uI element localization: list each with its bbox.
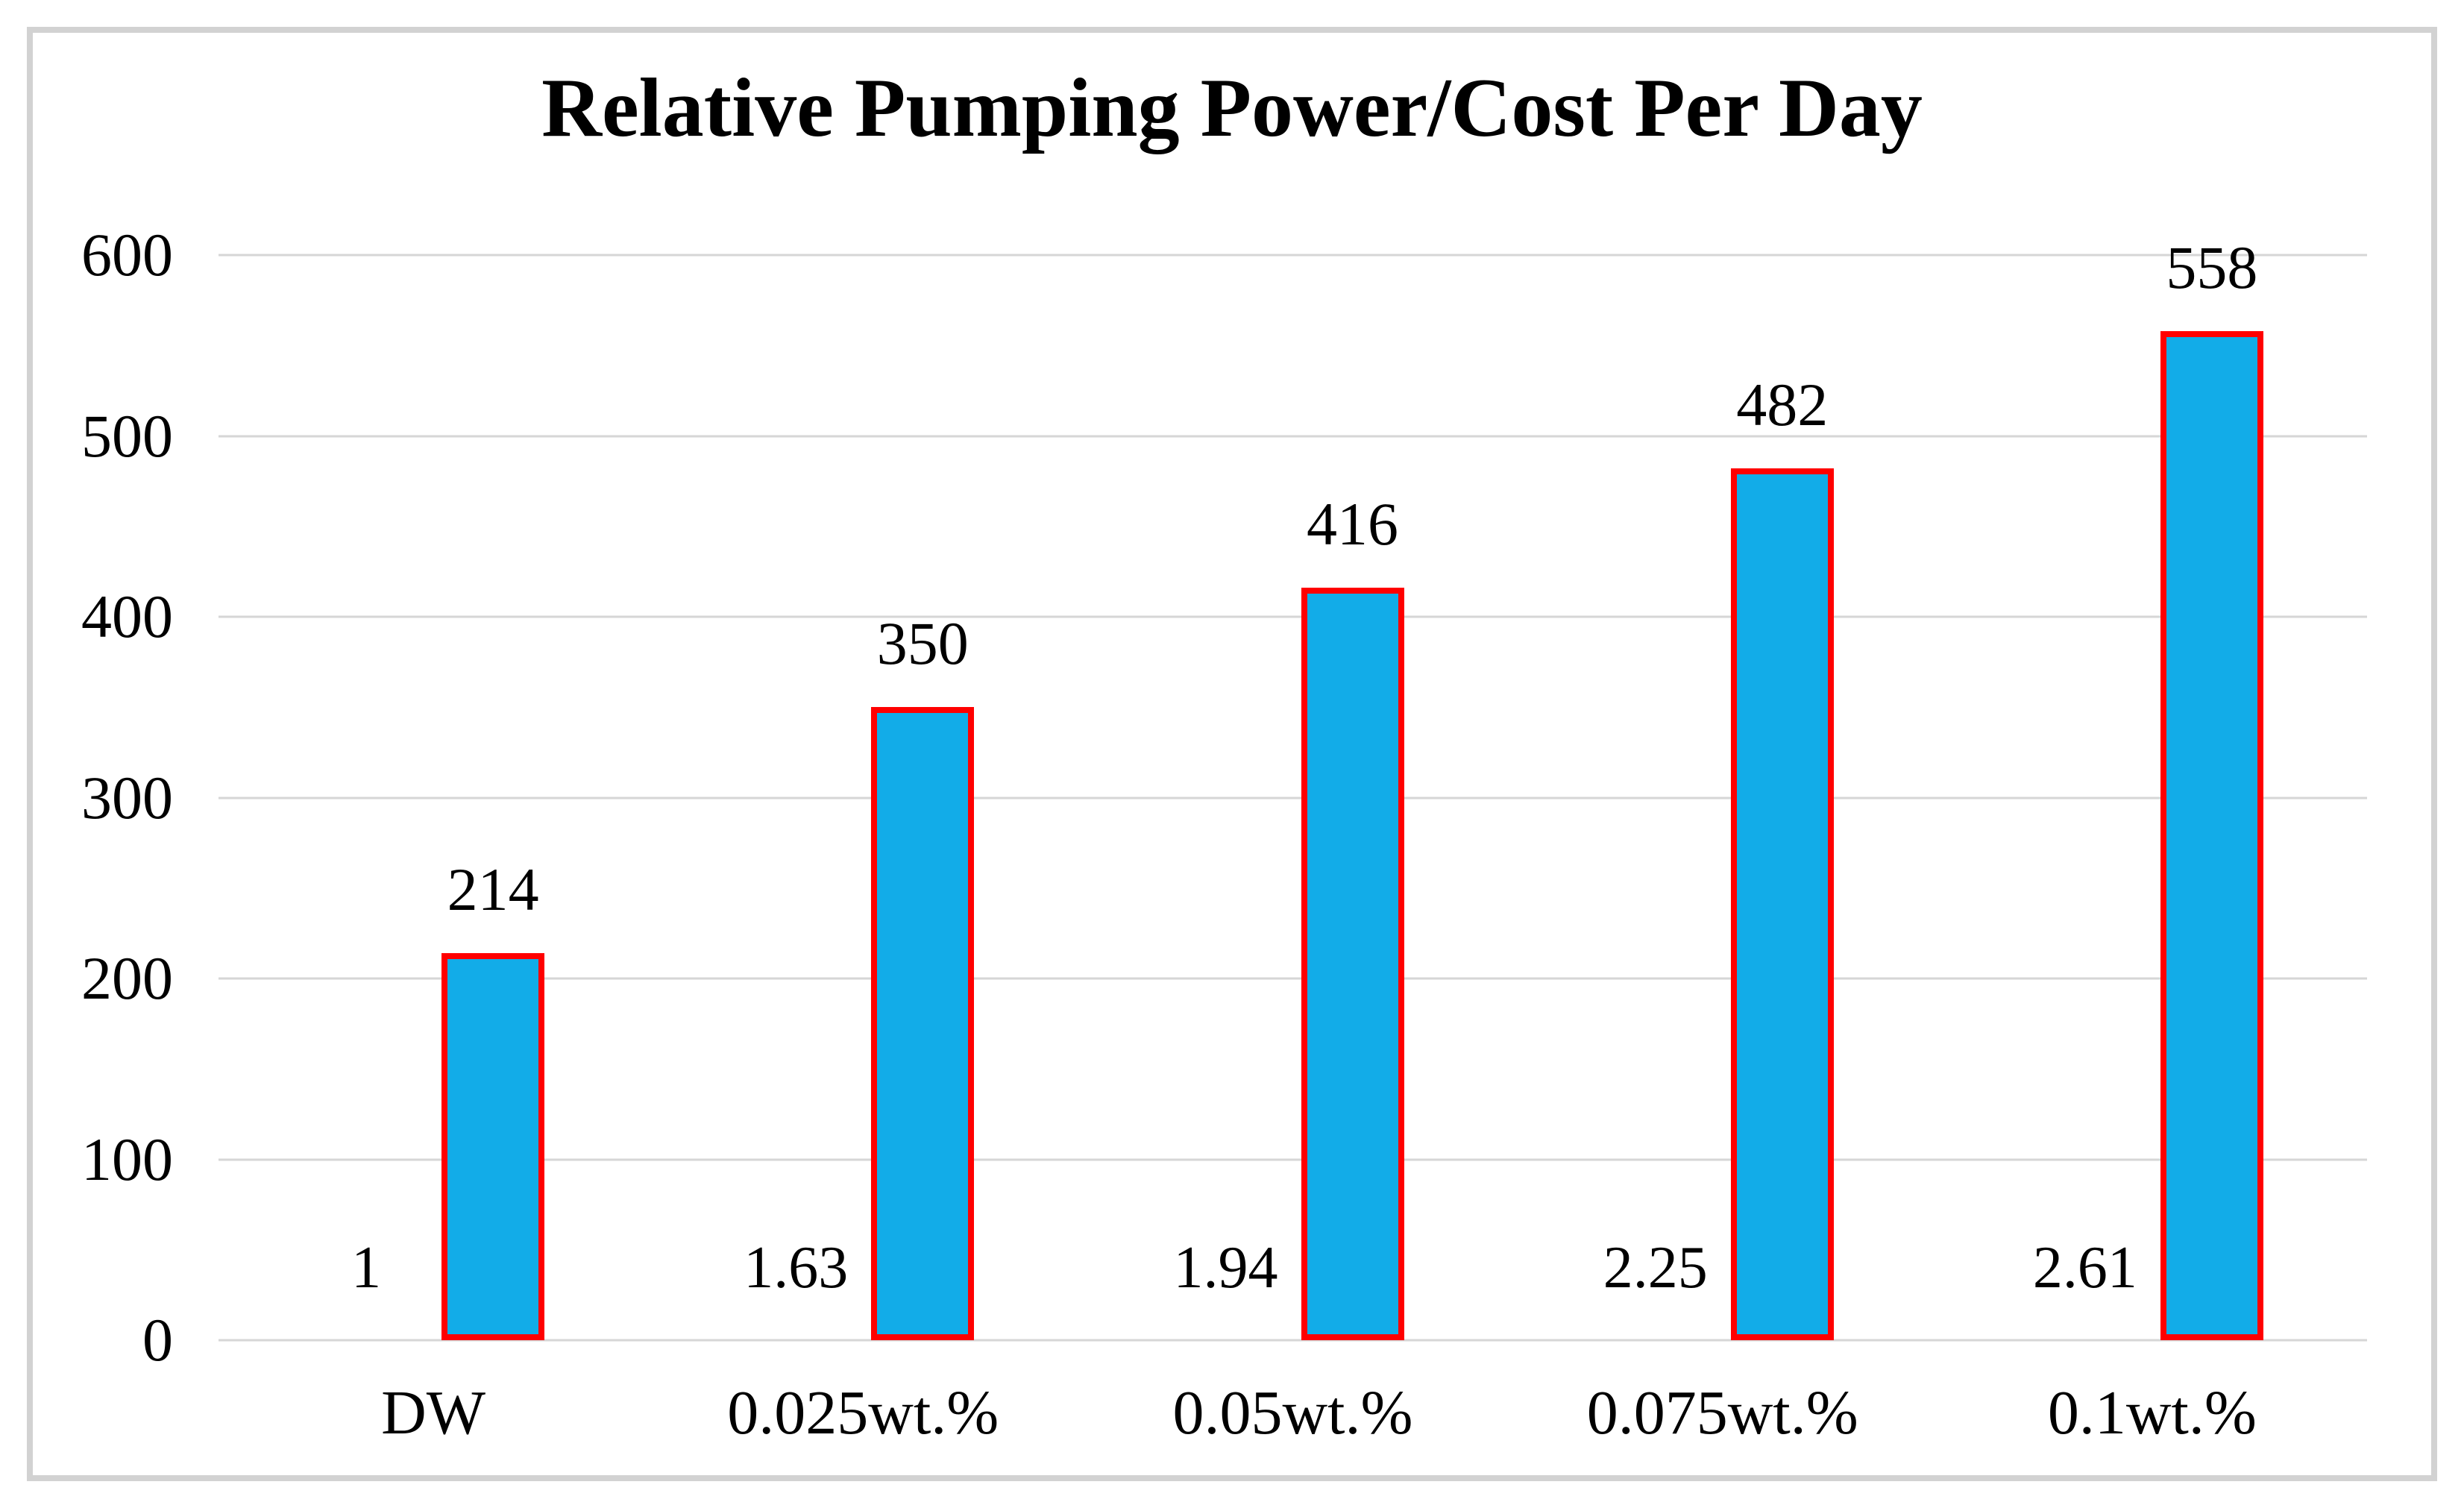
y-axis-tick-label-400: 400 [81, 582, 173, 650]
chart-title: Relative Pumping Power/Cost Per Day [541, 62, 1923, 154]
chart-outer-frame [27, 27, 2437, 1481]
bar-value-label-DW: 214 [447, 855, 539, 924]
ratio-value-label-0.05wt.%: 1.94 [1173, 1235, 1278, 1301]
x-axis-category-label-0.05wt.%: 0.05wt.% [1172, 1378, 1413, 1448]
gridline-y-200 [219, 977, 2367, 980]
plot-area: 214 1 350 1.63 416 1.94 482 2.25 558 2.61 [219, 233, 2367, 1342]
y-axis-tick-label-300: 300 [81, 763, 173, 832]
ratio-value-label-0.075wt.%: 2.25 [1603, 1235, 1708, 1301]
gridline-y-600 [219, 254, 2367, 257]
gridline-y-400 [219, 615, 2367, 618]
bar-0.025wt.% [871, 707, 975, 1340]
x-axis-category-label-0.1wt.%: 0.1wt.% [2047, 1378, 2257, 1448]
bar-value-label-0.05wt.%: 416 [1307, 490, 1398, 559]
y-axis-tick-label-0: 0 [142, 1306, 173, 1374]
ratio-value-label-DW: 1 [351, 1235, 382, 1301]
bar-value-label-0.1wt.%: 558 [2166, 233, 2258, 301]
gridline-y-500 [219, 435, 2367, 437]
x-axis-category-label-0.025wt.%: 0.025wt.% [727, 1378, 999, 1448]
bar-value-label-0.075wt.%: 482 [1736, 371, 1829, 439]
y-axis-tick-label-500: 500 [81, 401, 173, 470]
gridline-y-0 [219, 1339, 2367, 1342]
bar-0.05wt.% [1301, 588, 1404, 1340]
bar-DW [441, 953, 545, 1340]
gridline-y-300 [219, 797, 2367, 799]
x-axis-category-label-DW: DW [381, 1378, 486, 1448]
ratio-value-label-0.025wt.%: 1.63 [744, 1235, 849, 1301]
ratio-value-label-0.1wt.%: 2.61 [2032, 1235, 2137, 1301]
y-axis-tick-label-100: 100 [81, 1125, 173, 1193]
x-axis-category-label-0.075wt.%: 0.075wt.% [1586, 1378, 1858, 1448]
bar-value-label-0.025wt.%: 350 [876, 609, 969, 678]
gridline-y-100 [219, 1158, 2367, 1160]
y-axis-tick-label-200: 200 [81, 944, 173, 1012]
bar-0.1wt.% [2160, 330, 2263, 1340]
bar-0.075wt.% [1730, 468, 1834, 1340]
y-axis-tick-label-600: 600 [81, 221, 173, 289]
